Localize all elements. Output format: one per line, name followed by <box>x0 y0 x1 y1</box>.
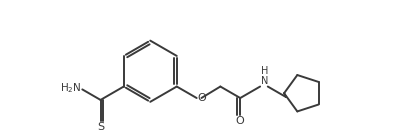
Text: O: O <box>198 93 206 103</box>
Text: H
N: H N <box>261 66 268 86</box>
Text: O: O <box>236 116 245 126</box>
Text: S: S <box>97 122 104 132</box>
Text: H$_2$N: H$_2$N <box>60 82 81 95</box>
